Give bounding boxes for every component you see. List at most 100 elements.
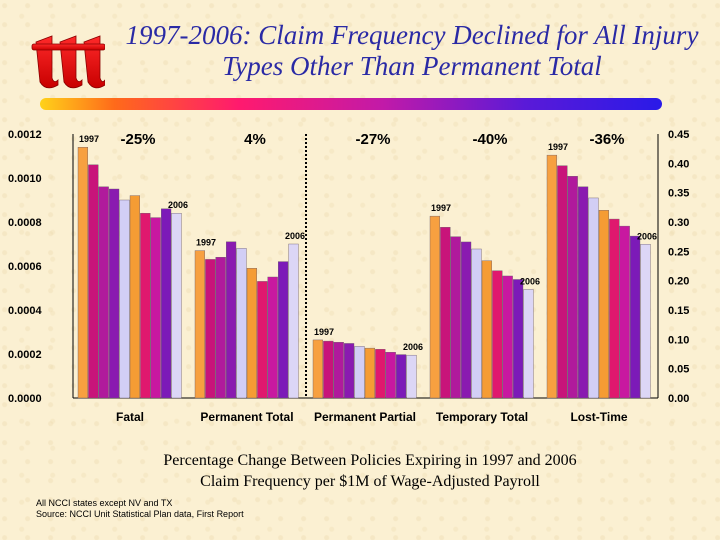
bar bbox=[375, 349, 386, 399]
category-label: Permanent Partial bbox=[314, 410, 416, 424]
bar bbox=[523, 289, 534, 399]
left-tick-label: 0.0002 bbox=[8, 349, 42, 361]
left-tick-label: 0.0008 bbox=[8, 217, 42, 229]
bar bbox=[119, 199, 130, 399]
bar bbox=[215, 256, 226, 399]
category-label: Lost-Time bbox=[570, 410, 627, 424]
end-year-label: 2006 bbox=[403, 342, 423, 352]
bar bbox=[492, 270, 503, 399]
start-year-label: 1997 bbox=[196, 238, 216, 248]
bar bbox=[288, 243, 299, 399]
left-axis-ticks: 0.0000 0.0002 0.0004 0.0006 0.0008 0.0010 0.00… bbox=[8, 129, 43, 405]
start-year-label: 1997 bbox=[548, 142, 568, 152]
footnote-source: Source: NCCI Unit Statistical Plan data,… bbox=[36, 509, 244, 519]
bar bbox=[278, 261, 289, 399]
bar bbox=[129, 195, 141, 399]
bar bbox=[225, 241, 237, 399]
bar bbox=[461, 241, 472, 399]
bar bbox=[333, 342, 344, 399]
bar bbox=[108, 188, 120, 399]
bar bbox=[440, 227, 451, 399]
end-year-label: 2006 bbox=[285, 231, 305, 241]
bar bbox=[502, 275, 513, 399]
end-year-label: 2006 bbox=[168, 200, 188, 210]
percent-change-label: -40% bbox=[472, 131, 507, 148]
bar bbox=[194, 250, 206, 399]
bar bbox=[609, 218, 620, 399]
left-tick-label: 0.0004 bbox=[8, 305, 43, 317]
bar bbox=[257, 281, 268, 399]
chart-subtitle: Percentage Change Between Policies Expir… bbox=[0, 450, 720, 492]
percent-change-label: -36% bbox=[589, 131, 624, 148]
right-tick-label: 0.10 bbox=[668, 334, 689, 346]
category-label: Fatal bbox=[116, 410, 144, 424]
bar bbox=[140, 212, 151, 399]
bar bbox=[98, 186, 109, 399]
subtitle-line-1: Percentage Change Between Policies Expir… bbox=[163, 452, 577, 469]
bar bbox=[385, 352, 396, 399]
ncci-logo bbox=[31, 35, 105, 89]
right-tick-label: 0.00 bbox=[668, 393, 689, 405]
right-tick-label: 0.15 bbox=[668, 305, 689, 317]
bar bbox=[396, 354, 407, 399]
bar bbox=[567, 176, 578, 399]
bar bbox=[630, 235, 641, 399]
bar bbox=[150, 217, 161, 399]
bar bbox=[344, 343, 355, 399]
bar bbox=[513, 279, 524, 399]
footnote-states: All NCCI states except NV and TX bbox=[36, 498, 173, 508]
bar bbox=[171, 212, 182, 399]
bar bbox=[546, 154, 558, 399]
bar bbox=[640, 244, 651, 399]
bar bbox=[429, 215, 441, 399]
right-tick-label: 0.20 bbox=[668, 276, 689, 288]
right-tick-label: 0.45 bbox=[668, 129, 689, 141]
footnotes: All NCCI states except NV and TX Source:… bbox=[36, 498, 244, 520]
bar bbox=[406, 354, 417, 399]
bar bbox=[557, 165, 568, 399]
claim-frequency-chart: 0.0000 0.0002 0.0004 0.0006 0.0008 0.0010 0.00… bbox=[8, 129, 689, 424]
bar bbox=[578, 186, 589, 399]
right-tick-label: 0.05 bbox=[668, 364, 689, 376]
start-year-label: 1997 bbox=[79, 134, 99, 144]
bar bbox=[160, 208, 172, 399]
left-tick-label: 0.0012 bbox=[8, 129, 42, 141]
bar bbox=[598, 210, 610, 399]
bar bbox=[481, 260, 493, 399]
slide-title: 1997-2006: Claim Frequency Declined for … bbox=[125, 20, 699, 81]
left-tick-label: 0.0010 bbox=[8, 173, 42, 185]
bar bbox=[312, 339, 324, 399]
bar bbox=[236, 248, 247, 399]
percent-change-label: -27% bbox=[355, 131, 390, 148]
right-tick-label: 0.30 bbox=[668, 217, 689, 229]
title-gradient-bar bbox=[40, 98, 662, 110]
left-tick-label: 0.0000 bbox=[8, 393, 42, 405]
bar bbox=[450, 236, 461, 399]
start-year-label: 1997 bbox=[431, 203, 451, 213]
end-year-label: 2006 bbox=[520, 276, 540, 286]
subtitle-line-2: Claim Frequency per $1M of Wage-Adjusted… bbox=[200, 473, 540, 490]
end-year-label: 2006 bbox=[637, 231, 657, 241]
left-tick-label: 0.0006 bbox=[8, 261, 42, 273]
start-year-label: 1997 bbox=[314, 327, 334, 337]
bar bbox=[588, 197, 599, 399]
bar bbox=[619, 225, 630, 399]
right-tick-label: 0.35 bbox=[668, 188, 689, 200]
percent-change-label: 4% bbox=[244, 131, 266, 148]
bar bbox=[354, 346, 365, 399]
bar bbox=[471, 248, 482, 399]
bar bbox=[205, 259, 216, 399]
bar bbox=[323, 340, 334, 399]
bar bbox=[364, 347, 376, 399]
category-label: Temporary Total bbox=[436, 410, 528, 424]
category-label: Permanent Total bbox=[200, 410, 293, 424]
percent-change-label: -25% bbox=[120, 131, 155, 148]
bar bbox=[88, 164, 99, 399]
bar bbox=[267, 276, 278, 399]
bar bbox=[246, 267, 258, 399]
right-axis-ticks: 0.00 0.05 0.10 0.15 0.20 0.25 0.30 0.35 0.40 0.45 bbox=[668, 129, 689, 405]
group-labels: Fatal -25% 1997 2006 Permanent Total 4% 1997 20… bbox=[79, 131, 657, 424]
bars bbox=[72, 134, 659, 399]
bar bbox=[77, 147, 89, 399]
right-tick-label: 0.25 bbox=[668, 246, 689, 258]
